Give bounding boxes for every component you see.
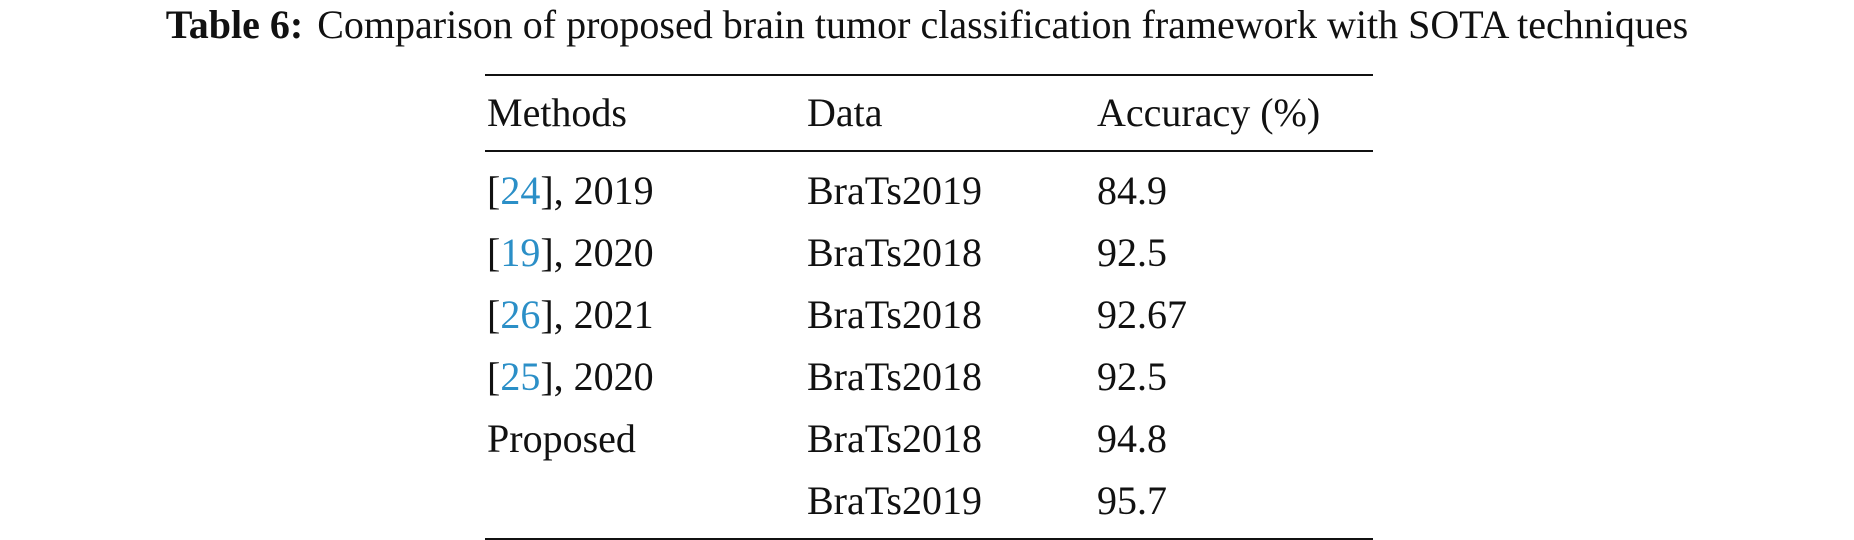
table-row: [19], 2020 BraTs2018 92.5: [485, 222, 1373, 284]
citation-link[interactable]: 24: [500, 168, 541, 213]
table-caption: Table 6: Comparison of proposed brain tum…: [0, 0, 1854, 50]
top-rule: [485, 74, 1373, 76]
table-row: BraTs2019 95.7: [485, 470, 1373, 532]
data-cell: BraTs2018: [807, 416, 982, 461]
table-row: [26], 2021 BraTs2018 92.67: [485, 284, 1373, 346]
data-cell: BraTs2018: [807, 230, 982, 275]
table-row: [24], 2019 BraTs2019 84.9: [485, 160, 1373, 222]
method-cell: [19], 2020: [487, 230, 654, 275]
citation-link[interactable]: 26: [500, 292, 541, 337]
method-cell: [26], 2021: [487, 292, 654, 337]
table-row: Proposed BraTs2018 94.8: [485, 408, 1373, 470]
method-year: , 2020: [553, 230, 654, 275]
accuracy-cell: 92.5: [1097, 230, 1167, 275]
accuracy-cell: 94.8: [1097, 416, 1167, 461]
accuracy-cell: 95.7: [1097, 478, 1167, 523]
table-caption-text: Comparison of proposed brain tumor class…: [317, 2, 1689, 47]
accuracy-cell: 92.67: [1097, 292, 1187, 337]
accuracy-cell: 92.5: [1097, 354, 1167, 399]
data-cell: BraTs2019: [807, 168, 982, 213]
data-cell: BraTs2018: [807, 292, 982, 337]
header-data: Data: [807, 90, 883, 135]
comparison-table: Methods Data Accuracy (%) [24], 2019 Bra…: [485, 74, 1373, 540]
header-rule: [485, 150, 1373, 152]
method-year: , 2019: [553, 168, 654, 213]
table-header-row: Methods Data Accuracy (%): [485, 76, 1373, 150]
header-methods: Methods: [487, 90, 627, 135]
table-row: [25], 2020 BraTs2018 92.5: [485, 346, 1373, 408]
method-year: , 2021: [553, 292, 654, 337]
header-accuracy: Accuracy (%): [1097, 90, 1321, 135]
method-year: , 2020: [553, 354, 654, 399]
citation-link[interactable]: 25: [500, 354, 541, 399]
table-caption-label: Table 6:: [165, 2, 304, 47]
method-cell: [485, 470, 807, 532]
citation-link[interactable]: 19: [500, 230, 541, 275]
data-cell: BraTs2018: [807, 354, 982, 399]
method-cell: [24], 2019: [487, 168, 654, 213]
method-cell: [25], 2020: [487, 354, 654, 399]
data-cell: BraTs2019: [807, 478, 982, 523]
accuracy-cell: 84.9: [1097, 168, 1167, 213]
method-cell: Proposed: [487, 416, 636, 461]
